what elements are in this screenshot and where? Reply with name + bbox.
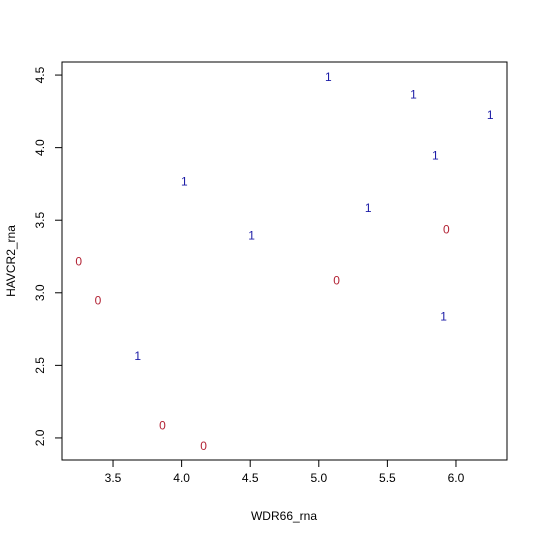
point-label: 1 <box>440 310 447 324</box>
point-label: 1 <box>432 149 439 163</box>
point-label: 0 <box>159 418 166 432</box>
point-label: 1 <box>410 88 417 102</box>
y-tick-label: 4.5 <box>33 66 47 83</box>
y-tick-label: 2.0 <box>33 429 47 446</box>
point-label: 0 <box>75 254 82 268</box>
x-tick-label: 3.5 <box>105 471 122 485</box>
x-tick-label: 5.5 <box>379 471 396 485</box>
point-label: 1 <box>248 228 255 242</box>
x-axis-label: WDR66_rna <box>251 509 317 523</box>
x-tick-label: 5.0 <box>310 471 327 485</box>
x-tick-label: 4.0 <box>173 471 190 485</box>
point-label: 1 <box>134 349 141 363</box>
point-label: 1 <box>181 175 188 189</box>
y-tick-label: 3.0 <box>33 284 47 301</box>
y-tick-label: 4.0 <box>33 139 47 156</box>
point-label: 0 <box>200 439 207 453</box>
plot-frame <box>61 61 508 461</box>
x-tick-label: 6.0 <box>448 471 465 485</box>
y-axis-label: HAVCR2_rna <box>4 225 18 297</box>
point-label: 0 <box>443 223 450 237</box>
point-label: 0 <box>95 294 102 308</box>
y-tick-label: 2.5 <box>33 357 47 374</box>
point-label: 1 <box>325 70 332 84</box>
point-label: 1 <box>487 108 494 122</box>
y-tick-label: 3.5 <box>33 212 47 229</box>
point-label: 0 <box>333 273 340 287</box>
point-label: 1 <box>365 201 372 215</box>
x-tick-label: 4.5 <box>242 471 259 485</box>
